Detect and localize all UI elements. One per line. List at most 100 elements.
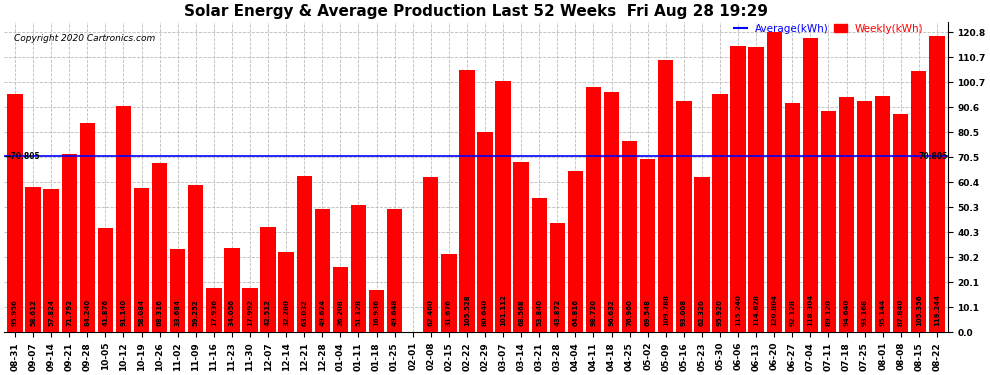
Bar — [748, 47, 764, 332]
Bar — [350, 205, 366, 332]
Text: 64.816: 64.816 — [572, 299, 578, 326]
Title: Solar Energy & Average Production Last 52 Weeks  Fri Aug 28 19:29: Solar Energy & Average Production Last 5… — [184, 4, 768, 19]
Text: 87.840: 87.840 — [898, 299, 904, 326]
Bar — [387, 209, 402, 332]
Bar — [604, 92, 619, 332]
Bar — [79, 123, 95, 332]
Text: 62.320: 62.320 — [699, 299, 705, 326]
Text: 115.240: 115.240 — [735, 294, 742, 326]
Text: 31.676: 31.676 — [446, 299, 451, 326]
Text: 105.528: 105.528 — [464, 294, 470, 326]
Text: 59.252: 59.252 — [193, 299, 199, 326]
Text: 95.144: 95.144 — [880, 299, 886, 326]
Bar — [911, 70, 927, 332]
Bar — [549, 223, 565, 332]
Text: 80.640: 80.640 — [482, 299, 488, 326]
Bar — [134, 188, 149, 332]
Bar — [423, 177, 439, 332]
Text: 58.612: 58.612 — [30, 299, 36, 326]
Text: 17.936: 17.936 — [211, 299, 217, 326]
Bar — [116, 106, 131, 332]
Bar — [442, 254, 456, 332]
Bar — [640, 159, 655, 332]
Bar — [7, 94, 23, 332]
Text: 95.920: 95.920 — [717, 299, 723, 326]
Bar — [315, 209, 330, 332]
Text: 26.208: 26.208 — [338, 299, 344, 326]
Text: 49.624: 49.624 — [320, 299, 326, 326]
Bar — [766, 32, 782, 332]
Text: 93.168: 93.168 — [861, 299, 867, 326]
Text: 32.280: 32.280 — [283, 299, 289, 326]
Text: 43.872: 43.872 — [554, 299, 560, 326]
Bar — [278, 252, 294, 332]
Bar — [658, 60, 673, 332]
Text: 49.648: 49.648 — [392, 299, 398, 326]
Bar — [225, 248, 240, 332]
Text: 120.804: 120.804 — [771, 294, 777, 326]
Bar — [785, 104, 800, 332]
Bar — [821, 111, 837, 332]
Bar — [188, 185, 204, 332]
Text: 69.548: 69.548 — [644, 299, 650, 326]
Bar — [930, 36, 944, 332]
Bar — [893, 114, 909, 332]
Text: 57.824: 57.824 — [49, 299, 54, 326]
Bar — [514, 162, 529, 332]
Text: 118.304: 118.304 — [808, 294, 814, 326]
Text: 63.032: 63.032 — [301, 299, 307, 326]
Bar — [369, 290, 384, 332]
Bar — [477, 132, 493, 332]
Text: 41.876: 41.876 — [102, 299, 108, 326]
Text: 58.084: 58.084 — [139, 299, 145, 326]
Bar — [694, 177, 710, 332]
Bar — [875, 96, 890, 332]
Bar — [803, 38, 818, 332]
Bar — [495, 81, 511, 332]
Bar — [206, 288, 222, 332]
Text: 98.720: 98.720 — [590, 299, 596, 326]
Text: Copyright 2020 Cartronics.com: Copyright 2020 Cartronics.com — [14, 34, 154, 43]
Text: 62.460: 62.460 — [428, 299, 434, 326]
Text: 119.244: 119.244 — [934, 294, 940, 326]
Text: 51.128: 51.128 — [355, 299, 361, 326]
Legend: Average(kWh), Weekly(kWh): Average(kWh), Weekly(kWh) — [735, 24, 924, 34]
Bar — [333, 267, 348, 332]
Bar — [857, 101, 872, 332]
Text: 105.356: 105.356 — [916, 294, 922, 326]
Text: 94.640: 94.640 — [843, 299, 849, 326]
Text: 68.568: 68.568 — [518, 299, 524, 326]
Bar — [98, 228, 113, 332]
Text: 109.788: 109.788 — [662, 294, 669, 326]
Text: 33.684: 33.684 — [174, 299, 181, 326]
Text: 70.805: 70.805 — [919, 152, 947, 161]
Bar — [26, 187, 41, 332]
Bar — [170, 249, 185, 332]
Text: 95.956: 95.956 — [12, 299, 18, 326]
Bar — [676, 101, 691, 332]
Bar — [151, 162, 167, 332]
Bar — [712, 94, 728, 332]
Bar — [532, 198, 546, 332]
Text: →70.805: →70.805 — [5, 152, 41, 161]
Text: 96.632: 96.632 — [609, 299, 615, 326]
Text: 17.992: 17.992 — [247, 299, 253, 326]
Bar — [61, 154, 77, 332]
Bar — [839, 97, 854, 332]
Bar — [297, 176, 312, 332]
Text: 92.128: 92.128 — [789, 299, 795, 326]
Text: 76.960: 76.960 — [627, 299, 633, 326]
Text: 93.008: 93.008 — [681, 299, 687, 326]
Text: 71.792: 71.792 — [66, 299, 72, 326]
Text: 53.840: 53.840 — [537, 299, 543, 326]
Bar — [731, 46, 745, 332]
Text: 89.120: 89.120 — [826, 299, 832, 326]
Bar — [459, 70, 474, 332]
Bar — [260, 226, 276, 332]
Text: 114.828: 114.828 — [753, 294, 759, 326]
Bar — [44, 189, 58, 332]
Bar — [586, 87, 601, 332]
Text: 91.140: 91.140 — [121, 299, 127, 326]
Bar — [622, 141, 638, 332]
Text: 101.112: 101.112 — [500, 294, 506, 326]
